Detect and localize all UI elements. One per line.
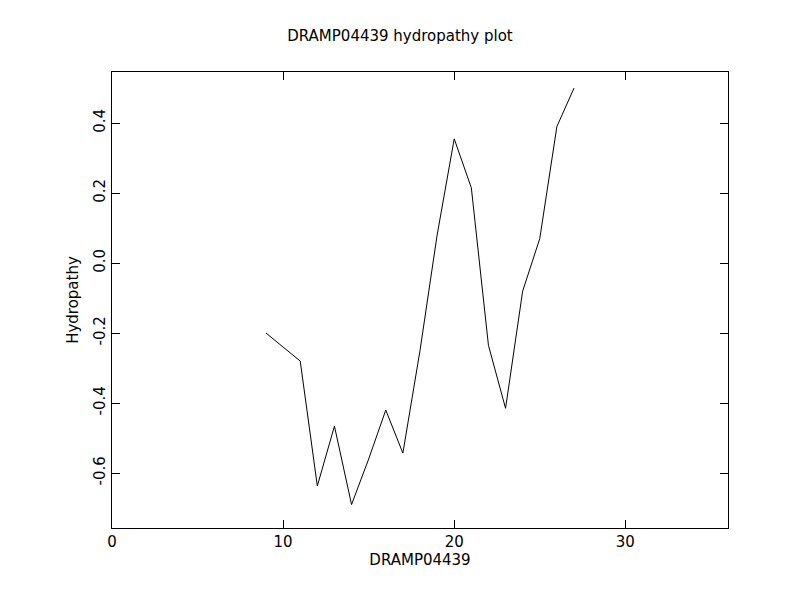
svg-text:30: 30 [616,533,635,551]
svg-text:20: 20 [445,533,464,551]
svg-text:0.4: 0.4 [91,109,109,133]
svg-text:10: 10 [274,533,293,551]
svg-text:-0.4: -0.4 [91,386,109,415]
svg-text:-0.2: -0.2 [91,316,109,345]
svg-text:-0.6: -0.6 [91,456,109,485]
svg-text:Hydropathy: Hydropathy [64,256,82,344]
svg-text:0.0: 0.0 [91,249,109,273]
svg-text:DRAMP04439: DRAMP04439 [369,551,470,569]
svg-text:0.2: 0.2 [91,179,109,203]
svg-text:0: 0 [107,533,117,551]
svg-text:DRAMP04439 hydropathy plot: DRAMP04439 hydropathy plot [287,27,513,45]
